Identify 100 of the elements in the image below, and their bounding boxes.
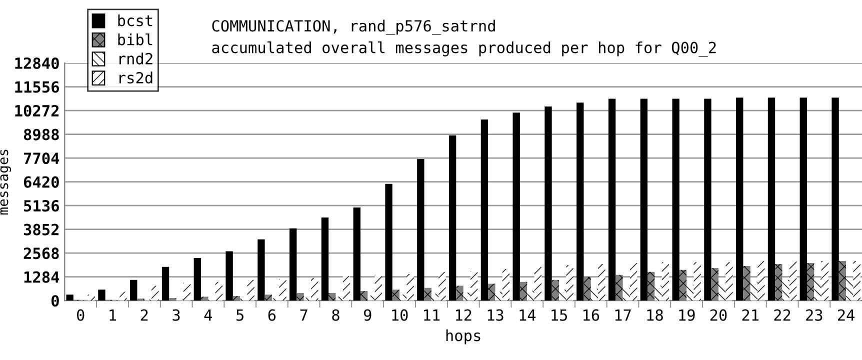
bar bbox=[120, 292, 127, 301]
x-tick-label: 10 bbox=[392, 309, 408, 321]
bar bbox=[311, 278, 318, 301]
x-tick-label: 13 bbox=[488, 309, 504, 321]
bar bbox=[502, 268, 510, 301]
legend-label: bibl bbox=[118, 33, 152, 46]
y-tick-label: 2568 bbox=[24, 248, 59, 260]
bar bbox=[360, 290, 368, 301]
bar bbox=[448, 135, 456, 301]
bar bbox=[183, 282, 191, 301]
chart-subtitle: accumulated overall messages produced per hop for Q00_2 bbox=[212, 41, 716, 57]
bar bbox=[598, 264, 606, 301]
y-tick-label: 1284 bbox=[24, 271, 60, 283]
x-tick-label: 3 bbox=[172, 309, 180, 321]
y-tick-label: 5136 bbox=[24, 200, 59, 212]
y-tick-label: 8988 bbox=[24, 128, 59, 140]
x-tick-label: 1 bbox=[110, 309, 116, 321]
bar bbox=[743, 266, 750, 301]
x-tick-label: 23 bbox=[806, 309, 822, 321]
chart-title: COMMUNICATION, rand_p576_satrnd bbox=[212, 20, 495, 36]
x-tick-label: 24 bbox=[838, 309, 855, 321]
bar bbox=[456, 286, 464, 301]
bar bbox=[648, 272, 655, 301]
bar bbox=[304, 298, 312, 301]
bar bbox=[782, 280, 790, 301]
bar bbox=[750, 282, 758, 301]
x-tick-label: 4 bbox=[204, 309, 212, 321]
y-tick-label: 12840 bbox=[15, 57, 59, 70]
bar bbox=[608, 98, 616, 301]
bar bbox=[576, 102, 584, 301]
bar bbox=[258, 239, 265, 301]
y-tick-label: 0 bbox=[52, 295, 59, 307]
x-tick-label: 9 bbox=[364, 309, 372, 321]
bar bbox=[789, 261, 797, 301]
x-tick-label: 22 bbox=[774, 309, 790, 321]
bar bbox=[130, 280, 138, 301]
x-tick-label: 21 bbox=[742, 309, 759, 321]
bar bbox=[264, 294, 272, 301]
bar bbox=[406, 274, 414, 301]
bar bbox=[584, 276, 591, 301]
bar bbox=[694, 262, 701, 301]
y-axis-title: messages bbox=[0, 150, 12, 215]
bar bbox=[853, 261, 860, 301]
bar bbox=[775, 264, 782, 301]
bar bbox=[527, 290, 534, 301]
y-tick-label: 3852 bbox=[24, 224, 59, 236]
bar bbox=[552, 280, 560, 301]
x-tick-label: 19 bbox=[679, 309, 695, 321]
bar bbox=[800, 98, 807, 301]
bar bbox=[279, 278, 286, 301]
bar bbox=[400, 294, 407, 301]
x-tick-label: 12 bbox=[456, 309, 472, 321]
bar bbox=[247, 280, 254, 301]
bar bbox=[152, 286, 159, 301]
x-tick-label: 11 bbox=[424, 309, 440, 321]
x-tick-label: 15 bbox=[552, 309, 567, 321]
bar bbox=[368, 296, 375, 301]
bar bbox=[480, 119, 488, 301]
bar bbox=[630, 263, 638, 301]
bar bbox=[679, 270, 687, 301]
bar bbox=[290, 228, 297, 301]
bar bbox=[838, 261, 846, 301]
bar bbox=[711, 268, 718, 301]
bar bbox=[232, 296, 240, 301]
x-tick-label: 5 bbox=[236, 309, 244, 321]
x-tick-label: 14 bbox=[520, 309, 536, 321]
x-tick-label: 0 bbox=[76, 309, 84, 321]
bar bbox=[321, 218, 329, 301]
bar bbox=[821, 261, 829, 301]
bar bbox=[296, 293, 304, 301]
bar bbox=[169, 298, 176, 301]
bar bbox=[520, 282, 528, 301]
bar bbox=[215, 282, 223, 301]
x-tick-label: 20 bbox=[710, 309, 727, 321]
x-tick-label: 8 bbox=[332, 309, 340, 321]
legend-label: rnd2 bbox=[120, 52, 152, 64]
y-tick-label: 7704 bbox=[24, 152, 60, 164]
bar bbox=[654, 286, 662, 301]
bar bbox=[88, 294, 95, 301]
x-tick-label: 6 bbox=[268, 309, 276, 321]
bar bbox=[544, 106, 552, 301]
x-tick-label: 16 bbox=[584, 309, 600, 321]
bar bbox=[463, 292, 470, 301]
y-tick-label: 11556 bbox=[15, 81, 59, 93]
x-axis-title: hops bbox=[446, 329, 480, 344]
bar bbox=[353, 208, 360, 301]
bar bbox=[768, 98, 776, 301]
bar bbox=[616, 274, 623, 301]
bar bbox=[66, 294, 74, 301]
bar bbox=[162, 266, 170, 301]
bar bbox=[342, 276, 350, 301]
bar bbox=[417, 159, 424, 301]
bar bbox=[640, 98, 648, 301]
bar bbox=[438, 272, 446, 301]
bar bbox=[736, 98, 744, 301]
bar bbox=[495, 292, 502, 301]
bar bbox=[534, 266, 542, 301]
bar bbox=[512, 112, 520, 301]
bar bbox=[622, 288, 630, 301]
bar bbox=[336, 296, 343, 301]
